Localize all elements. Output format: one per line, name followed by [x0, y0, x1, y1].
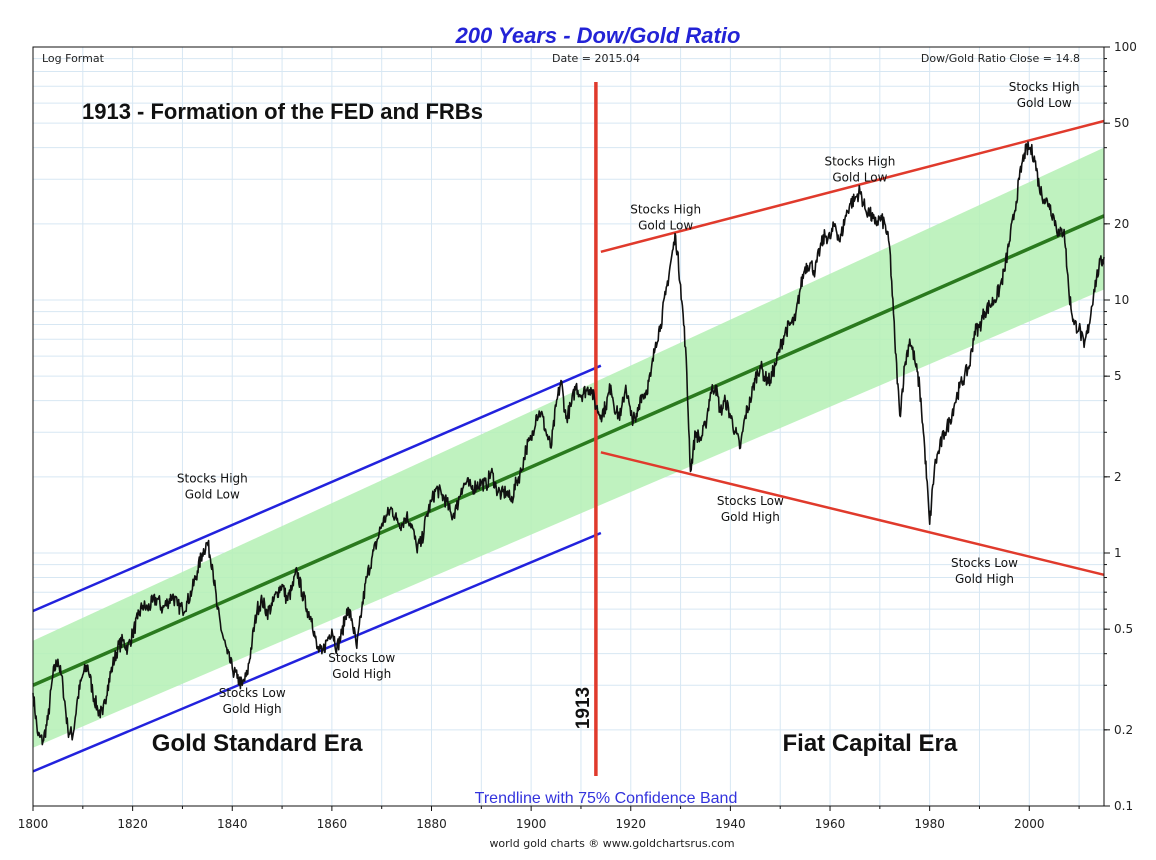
headline: 1913 - Formation of the FED and FRBs — [82, 99, 483, 124]
y-tick-label-50: 50 — [1114, 116, 1129, 130]
era-label-gold-standard: Gold Standard Era — [152, 730, 363, 757]
header-right: Dow/Gold Ratio Close = 14.8 — [921, 52, 1080, 65]
annotation-3-line-1: Gold Low — [638, 218, 693, 232]
annotation-1-line-1: Gold High — [223, 702, 282, 716]
annotation-7-line-1: Gold High — [955, 572, 1014, 586]
annotation-0: Stocks High Gold Low — [177, 471, 248, 501]
x-tick-label-2000: 2000 — [1014, 817, 1045, 831]
trendline — [32, 214, 1105, 687]
channel-fiat-upper — [600, 119, 1105, 254]
y-tick-label-0.5: 0.5 — [1114, 622, 1133, 636]
x-tick-label-1880: 1880 — [416, 817, 447, 831]
header-left: Log Format — [42, 52, 105, 65]
y-tick-label-2: 2 — [1114, 470, 1122, 484]
x-tick-label-1960: 1960 — [815, 817, 846, 831]
x-tick-label-1860: 1860 — [317, 817, 348, 831]
annotation-1: Stocks Low Gold High — [219, 686, 286, 716]
annotation-0-line-1: Gold Low — [185, 487, 240, 501]
annotation-1-line-0: Stocks Low — [219, 686, 286, 700]
x-tick-label-1980: 1980 — [914, 817, 945, 831]
y-tick-label-0.2: 0.2 — [1114, 723, 1133, 737]
divider-label: 1913 — [573, 687, 594, 729]
credit: world gold charts ® www.goldchartsrus.co… — [489, 837, 734, 850]
chart-title: 200 Years - Dow/Gold Ratio — [455, 23, 741, 48]
annotation-2-line-0: Stocks Low — [328, 651, 395, 665]
header-center: Date = 2015.04 — [552, 52, 640, 65]
era-label-fiat-capital: Fiat Capital Era — [783, 730, 958, 757]
x-tick-label-1940: 1940 — [715, 817, 746, 831]
footer-label: Trendline with 75% Confidence Band — [475, 790, 738, 807]
series-dow-gold-ratio — [32, 141, 1105, 746]
annotation-6: Stocks Low Gold High — [717, 494, 784, 524]
annotation-3-line-0: Stocks High — [630, 202, 701, 216]
annotation-6-line-1: Gold High — [721, 510, 780, 524]
x-tick-label-1820: 1820 — [117, 817, 148, 831]
channel-fiat-lower — [600, 451, 1105, 577]
x-tick-label-1900: 1900 — [516, 817, 547, 831]
x-axis: 1800 1820 1840 1860 1880 1900 1920 1940 1960 1980… — [18, 806, 1080, 831]
annotation-5: Stocks High Gold Low — [1009, 80, 1080, 110]
annotation-2: Stocks Low Gold High — [328, 651, 395, 681]
x-tick-label-1800: 1800 — [18, 817, 49, 831]
y-tick-label-10: 10 — [1114, 293, 1129, 307]
x-tick-label-1920: 1920 — [615, 817, 646, 831]
y-axis: 0.1 0.2 0.5 1 2 5 10 20 50 100 — [1104, 40, 1137, 813]
y-tick-label-1: 1 — [1114, 546, 1122, 560]
y-tick-label-100: 100 — [1114, 40, 1137, 54]
annotation-4: Stocks High Gold Low — [824, 155, 895, 185]
annotation-3: Stocks High Gold Low — [630, 202, 701, 232]
annotation-4-line-0: Stocks High — [824, 155, 895, 169]
confidence-band — [33, 147, 1104, 748]
plot-frame — [32, 46, 1105, 807]
annotation-2-line-1: Gold High — [332, 667, 391, 681]
annotation-6-line-0: Stocks Low — [717, 494, 784, 508]
y-tick-label-0.1: 0.1 — [1114, 799, 1133, 813]
channel-lines — [32, 119, 1105, 773]
annotation-7: Stocks Low Gold High — [951, 556, 1018, 586]
annotation-4-line-1: Gold Low — [832, 171, 887, 185]
annotation-5-line-0: Stocks High — [1009, 80, 1080, 94]
channel-gold-standard-lower — [32, 531, 602, 773]
x-tick-label-1840: 1840 — [217, 817, 248, 831]
annotation-0-line-0: Stocks High — [177, 471, 248, 485]
channel-gold-standard-upper — [32, 364, 602, 613]
annotation-7-line-0: Stocks Low — [951, 556, 1018, 570]
annotation-5-line-1: Gold Low — [1017, 96, 1072, 110]
y-tick-label-20: 20 — [1114, 217, 1129, 231]
y-tick-label-5: 5 — [1114, 369, 1122, 383]
